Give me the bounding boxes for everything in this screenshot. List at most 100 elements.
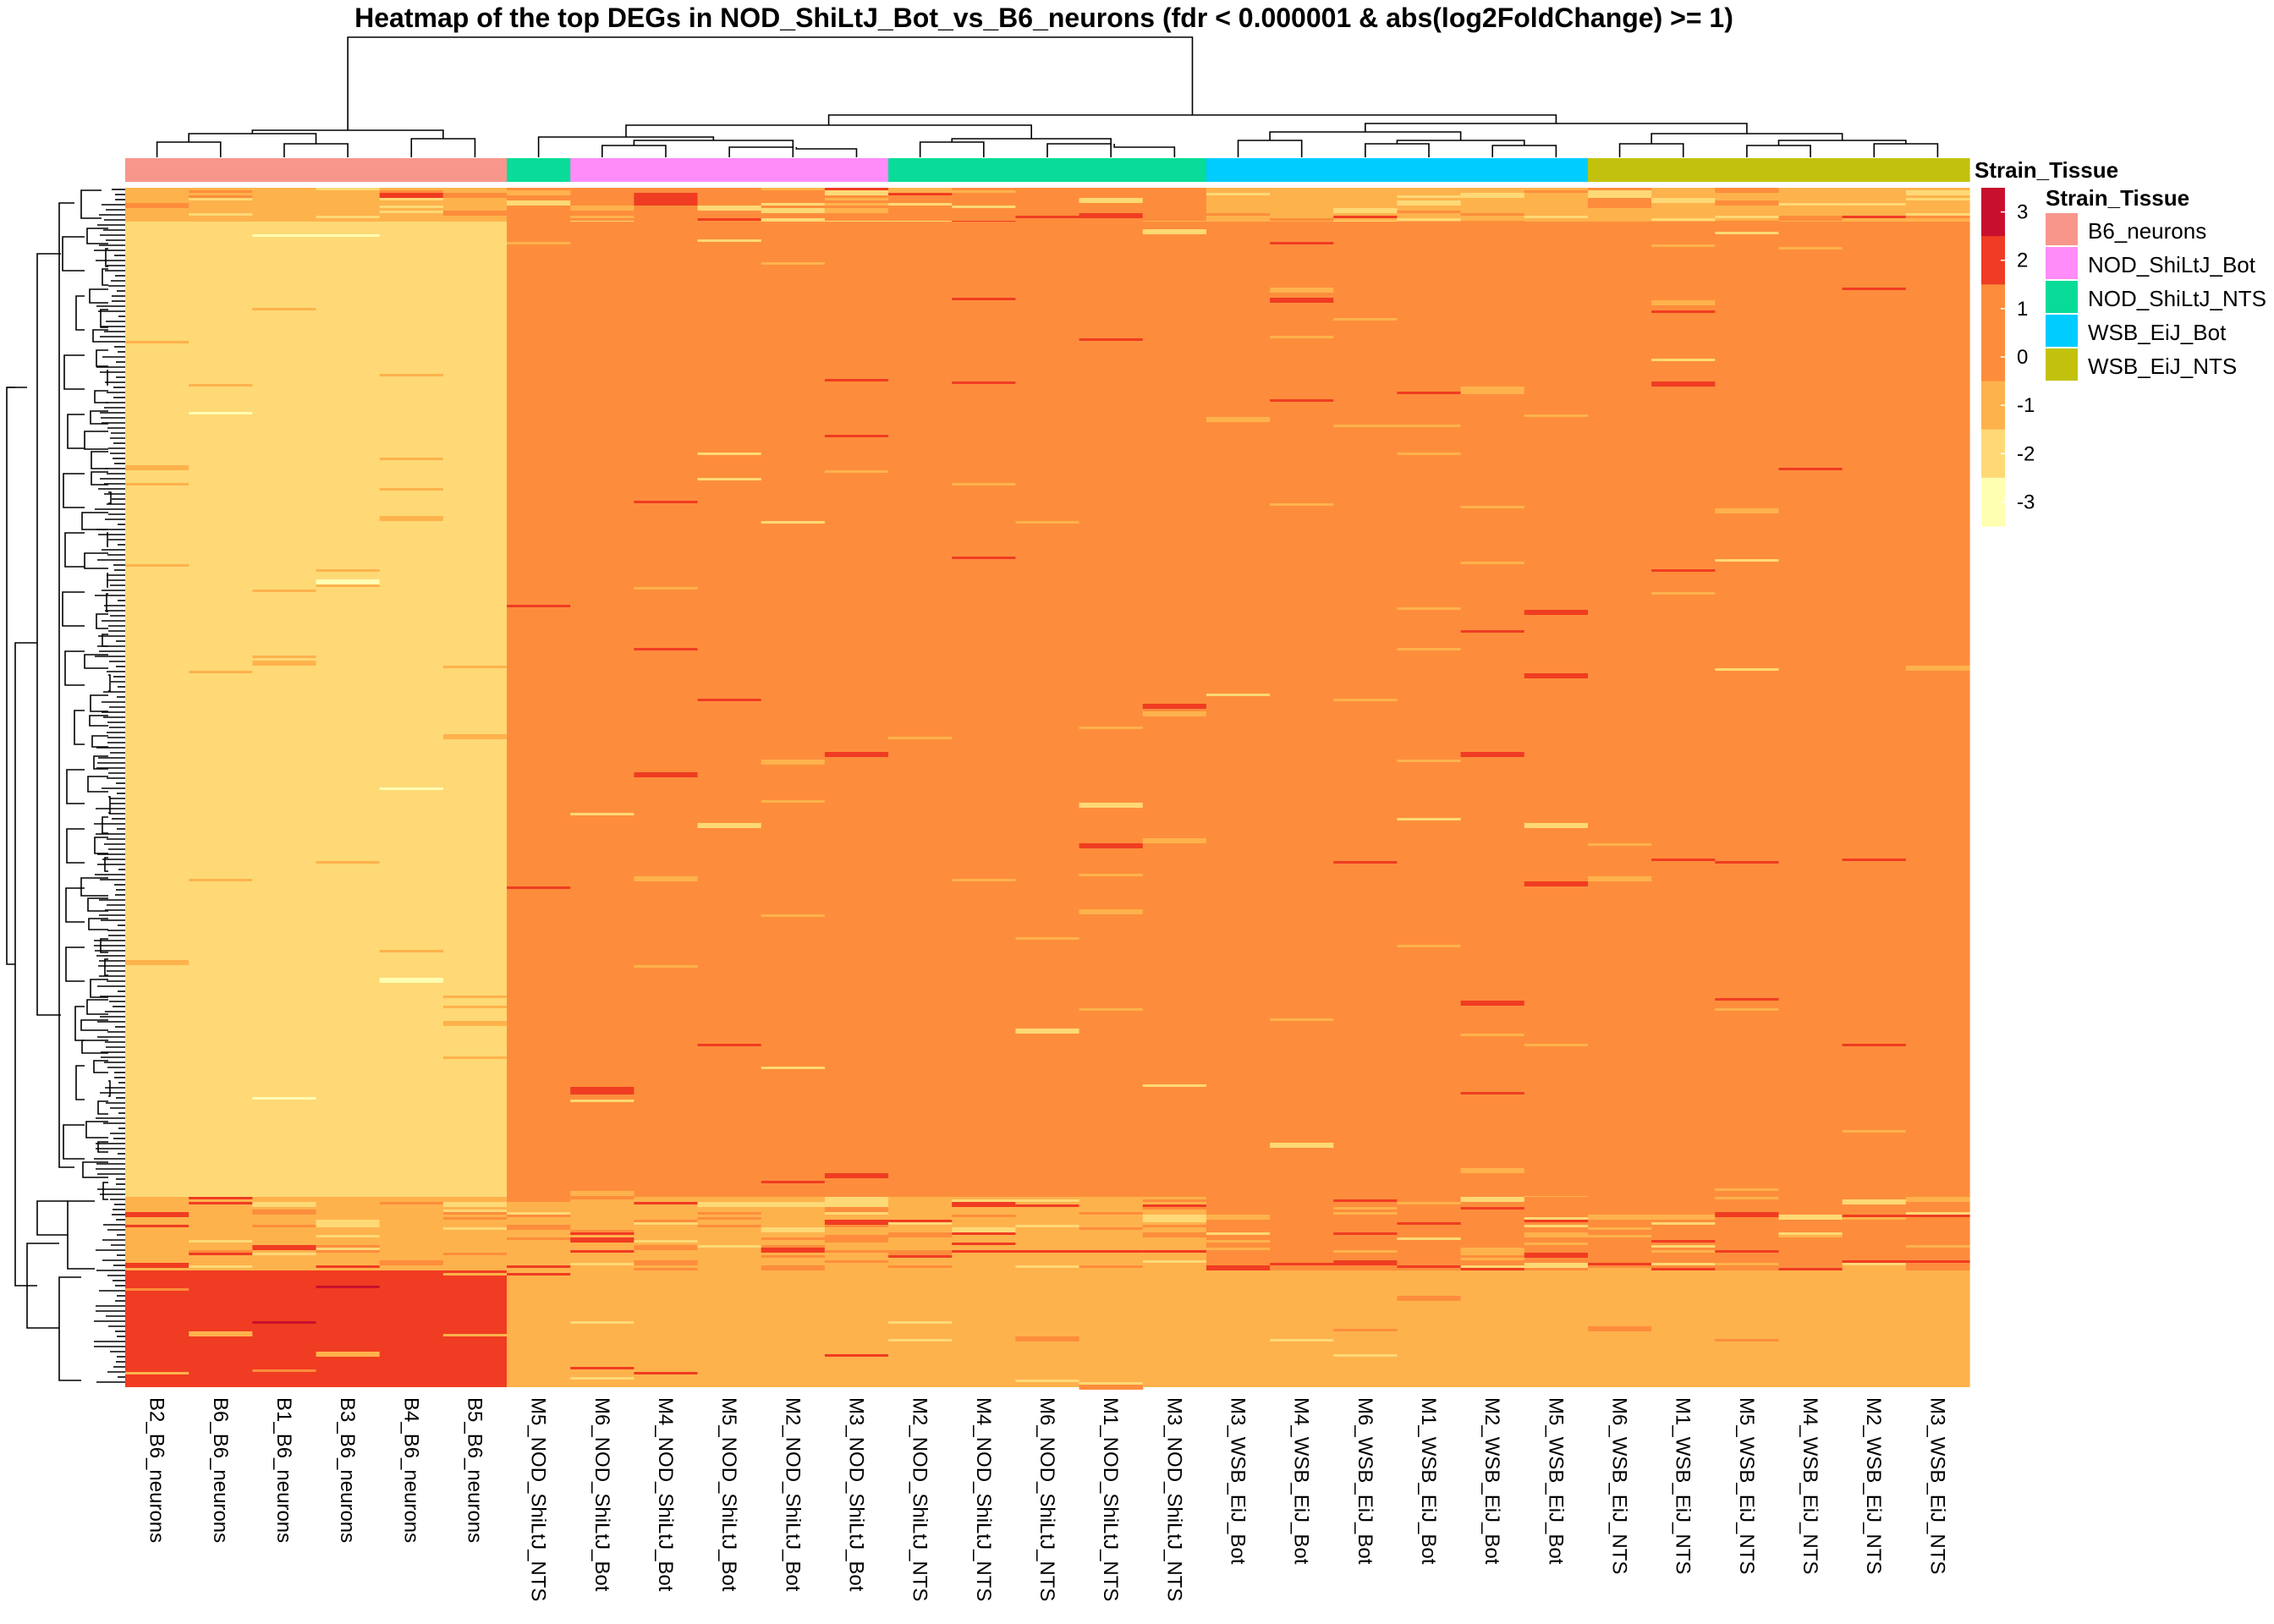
heatmap-cell: [824, 752, 889, 757]
heatmap-cell: [1715, 216, 1780, 218]
heatmap-cell: [761, 1255, 826, 1258]
heatmap-cell-block: [1842, 1270, 1907, 1387]
heatmap-cell: [888, 1222, 953, 1225]
heatmap-cell: [761, 1250, 826, 1253]
dendrogram-branch: [6, 387, 15, 965]
heatmap-cell: [634, 501, 699, 503]
heatmap-cell: [125, 465, 190, 470]
heatmap-cell: [1460, 1168, 1525, 1173]
dendrogram-branch: [63, 354, 85, 390]
heatmap-cell: [1460, 1001, 1525, 1006]
heatmap-cell: [1460, 1268, 1525, 1270]
heatmap-cell: [125, 1288, 190, 1291]
dendrogram-branch: [108, 491, 112, 504]
heatmap-cell: [442, 193, 508, 198]
heatmap-cell: [1587, 190, 1652, 193]
heatmap-body: [125, 188, 1970, 1390]
dendrogram-branch: [1491, 145, 1557, 157]
heatmap-cell-block: [189, 188, 253, 222]
heatmap-cell: [1524, 673, 1589, 678]
annotation-legend-swatch: [2046, 315, 2078, 347]
heatmap-cell: [1270, 218, 1334, 221]
heatmap-cell: [316, 1220, 381, 1225]
heatmap-cell: [189, 1253, 253, 1255]
heatmap-cell: [1142, 1220, 1207, 1222]
heatmap-cell: [1397, 1296, 1462, 1301]
dendrogram-branch: [64, 650, 85, 686]
heatmap-cell: [1905, 198, 1970, 200]
annotation-cell: [442, 158, 508, 182]
heatmap-cell: [1460, 1034, 1525, 1036]
heatmap-cell: [1397, 1237, 1462, 1240]
heatmap-cell-block: [824, 222, 889, 1197]
heatmap-cell: [824, 1197, 889, 1199]
heatmap-cell: [761, 1245, 826, 1248]
annotation-legend-swatch: [2046, 348, 2078, 381]
heatmap-cell: [1015, 1204, 1080, 1207]
heatmap-cell-block: [125, 1270, 190, 1387]
heatmap-cell: [570, 1230, 634, 1232]
heatmap-cell-block: [697, 188, 762, 222]
heatmap-cell: [125, 341, 190, 343]
heatmap-cell: [1397, 648, 1462, 650]
dendrogram-branch: [108, 796, 111, 814]
heatmap-cell: [761, 262, 826, 265]
annotation-cell: [1778, 158, 1843, 182]
heatmap-cell: [570, 1367, 634, 1369]
heatmap-cell-block: [442, 1197, 508, 1270]
heatmap-cell: [824, 379, 889, 381]
column-label: M6_NOD_ShiLtJ_Bot: [590, 1397, 613, 1592]
annotation-cell: [1079, 158, 1144, 182]
heatmap-cell-block: [379, 222, 444, 1197]
annotation-cell: [316, 158, 381, 182]
dendrogram-branch: [87, 897, 108, 912]
heatmap-cell: [1142, 704, 1207, 709]
heatmap-cell: [570, 1263, 634, 1265]
annotation-cell: [1333, 158, 1398, 182]
dendrogram-branch: [58, 1276, 81, 1381]
heatmap-cell: [1397, 945, 1462, 947]
dendrogram-branch: [951, 138, 1112, 144]
heatmap-cell: [761, 218, 826, 221]
annotation-cell: [1715, 158, 1780, 182]
heatmap-cell: [1842, 1130, 1907, 1133]
heatmap-cell-block: [570, 1270, 634, 1387]
heatmap-cell: [1079, 1382, 1144, 1385]
heatmap-cell: [1524, 1243, 1589, 1245]
heatmap-cell-block: [634, 222, 699, 1197]
heatmap-cell-block: [634, 1270, 699, 1387]
column-label: M4_NOD_ShiLtJ_NTS: [972, 1397, 995, 1601]
annotation-legend-swatch: [2046, 247, 2078, 279]
heatmap-cell: [1460, 1258, 1525, 1260]
dendrogram-branch: [102, 634, 108, 647]
heatmap-cell: [634, 195, 699, 200]
annotation-cell: [1842, 158, 1907, 182]
heatmap-cell: [1333, 1212, 1398, 1215]
heatmap-cell: [189, 1202, 253, 1204]
heatmap-cell: [1715, 861, 1780, 864]
annotation-cell: [888, 158, 953, 182]
annotation-cell: [379, 158, 444, 182]
heatmap-cell: [824, 470, 889, 473]
heatmap-cell: [1651, 218, 1716, 221]
heatmap-cell: [442, 1227, 508, 1230]
dendrogram-branch: [106, 593, 108, 612]
heatmap-cell: [1651, 381, 1716, 387]
annotation-cell: [1270, 158, 1334, 182]
dendrogram-branch: [104, 958, 108, 976]
heatmap-cell: [507, 1197, 571, 1202]
dendrogram-branch: [75, 1065, 85, 1100]
heatmap-cell: [952, 1232, 1017, 1235]
dendrogram-branch: [63, 473, 85, 508]
heatmap-cell-block: [1842, 1197, 1907, 1270]
heatmap-cell: [1524, 1253, 1589, 1258]
heatmap-cell: [1270, 1263, 1334, 1265]
heatmap-cell: [1905, 216, 1970, 218]
heatmap-cell-block: [379, 1197, 444, 1270]
heatmap-cell: [442, 1217, 508, 1220]
heatmap-cell: [1587, 876, 1652, 881]
dendrogram-branch: [1269, 131, 1462, 140]
heatmap-cell: [507, 1273, 571, 1276]
heatmap-cell: [1270, 503, 1334, 506]
dendrogram-branch: [84, 552, 108, 569]
